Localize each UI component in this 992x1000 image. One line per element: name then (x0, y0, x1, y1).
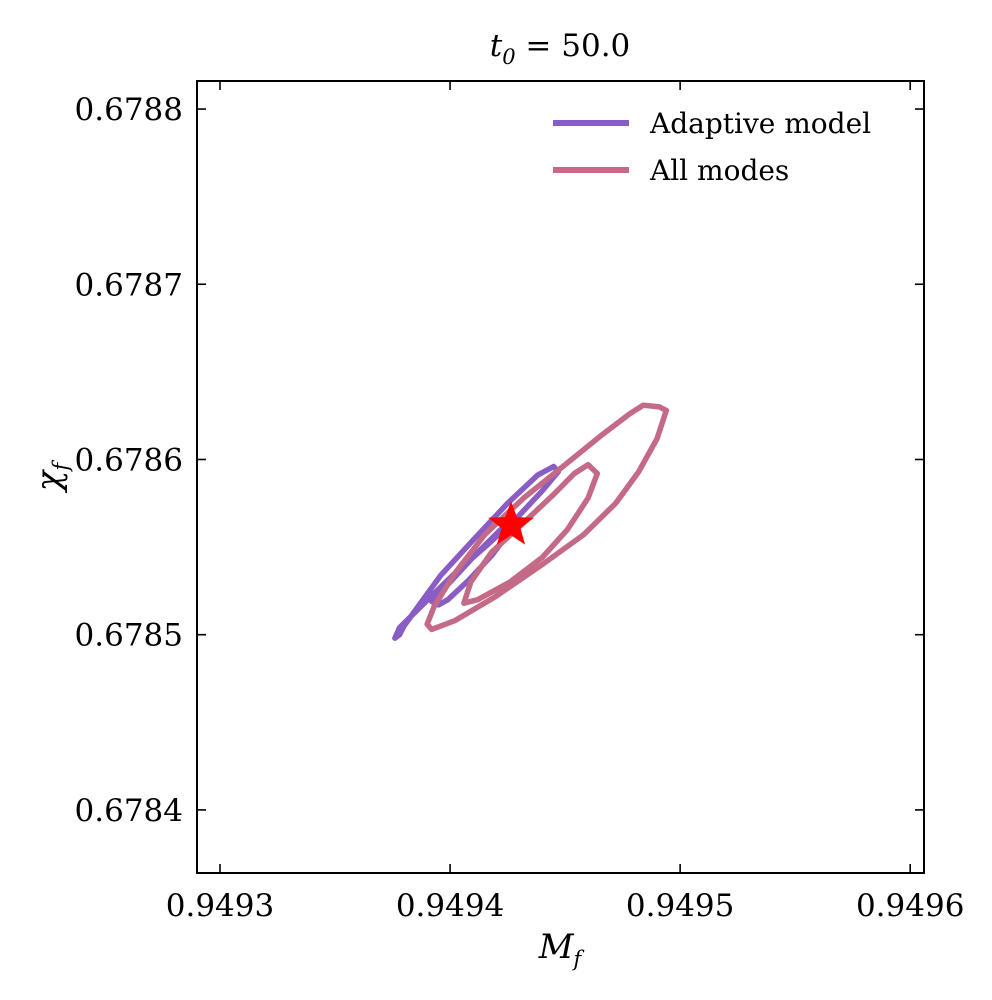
plot-frame (196, 80, 925, 874)
true-value-star (488, 501, 534, 545)
contour-all-modes-outer (424, 402, 670, 633)
x-tick-label: 0.9494 (396, 888, 504, 924)
x-axis-ticks: 0.9493 0.9494 0.9495 0.9496 (166, 81, 964, 924)
x-tick-label: 0.9496 (856, 888, 964, 924)
legend-label-all-modes: All modes (649, 154, 789, 187)
contours (392, 402, 670, 641)
legend-label-adaptive-model: Adaptive model (649, 107, 871, 140)
x-axis-label: Mf (538, 927, 585, 971)
x-tick-label: 0.9495 (626, 888, 734, 924)
y-axis-ticks: 0.6784 0.6785 0.6786 0.6787 0.6788 (75, 92, 924, 829)
y-tick-label: 0.6786 (75, 442, 183, 478)
legend: Adaptive model All modes (553, 107, 871, 187)
true-value-marker (488, 501, 534, 545)
chart-title: t0 = 50.0 (490, 28, 631, 69)
x-tick-label: 0.9493 (166, 888, 274, 924)
y-tick-label: 0.6788 (75, 92, 183, 128)
y-tick-label: 0.6787 (75, 267, 183, 303)
y-tick-label: 0.6785 (75, 618, 183, 654)
contour-all-modes-inner (461, 461, 601, 606)
y-tick-label: 0.6784 (75, 793, 183, 829)
y-axis-label: χf (29, 460, 73, 494)
